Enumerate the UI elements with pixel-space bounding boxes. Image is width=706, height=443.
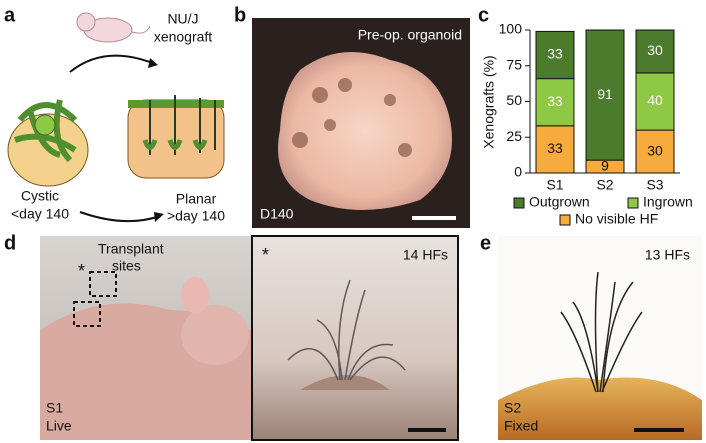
mouse-label: NU/J bbox=[167, 11, 198, 27]
photo bbox=[251, 235, 459, 441]
sites-label: sites bbox=[112, 258, 141, 274]
count-label: 14 HFs bbox=[403, 247, 448, 263]
data-label: 33 bbox=[547, 93, 563, 109]
data-label: 30 bbox=[647, 42, 663, 58]
legend-label: Ingrown bbox=[643, 194, 693, 210]
panel-a: a NU/J xenograft Cystic <day 140 Planar … bbox=[4, 4, 225, 223]
stage-label: <day 140 bbox=[11, 206, 69, 222]
legend-swatch bbox=[559, 214, 571, 226]
bar-segment bbox=[635, 129, 675, 174]
arrow bbox=[69, 54, 156, 73]
caption: Pre-op. organoid bbox=[358, 27, 462, 43]
mouse-label: xenograft bbox=[154, 29, 212, 45]
y-tick-label: 0 bbox=[514, 164, 522, 180]
data-label: 30 bbox=[647, 142, 663, 158]
mouse-icon bbox=[76, 12, 151, 43]
scale-bar bbox=[634, 428, 684, 432]
panel-label: b bbox=[234, 4, 246, 26]
panel-c: c Xenografts (%) 0 25 50 75 100 33 33 33 S1 9 91 S2… bbox=[478, 4, 693, 226]
panel-e: e 13 HFs S2 Fixed bbox=[480, 232, 702, 440]
y-tick-label: 25 bbox=[506, 128, 522, 144]
scale-bar bbox=[412, 216, 456, 220]
star: * bbox=[78, 261, 85, 281]
y-tick-label: 50 bbox=[506, 92, 522, 108]
site-box bbox=[89, 271, 117, 297]
panel-label: a bbox=[4, 4, 16, 26]
sites-label: Transplant bbox=[98, 241, 164, 257]
planar-organoid bbox=[127, 95, 225, 179]
bar-segment bbox=[535, 78, 575, 127]
skin-mound bbox=[300, 375, 390, 390]
stage-label: Cystic bbox=[21, 188, 59, 204]
stage-label: Planar bbox=[176, 191, 217, 207]
sample-label: S2 bbox=[504, 400, 521, 416]
star: * bbox=[262, 245, 269, 265]
data-label: 33 bbox=[547, 140, 563, 156]
x-tick-label: S1 bbox=[546, 177, 563, 193]
stage-label: D140 bbox=[260, 206, 294, 222]
sample-label: S1 bbox=[46, 400, 63, 416]
legend-label: Outgrown bbox=[529, 194, 590, 210]
arrow-head bbox=[154, 212, 164, 222]
legend-label: No visible HF bbox=[575, 211, 658, 227]
arrow bbox=[79, 211, 161, 223]
panel-label: e bbox=[480, 232, 491, 254]
y-tick-label: 100 bbox=[499, 21, 523, 37]
state-label: Live bbox=[46, 418, 72, 434]
mouse-ear bbox=[181, 277, 209, 313]
bar-segment bbox=[585, 29, 625, 161]
state-label: Fixed bbox=[504, 418, 538, 434]
data-label: 9 bbox=[601, 157, 609, 173]
y-axis-label: Xenografts (%) bbox=[481, 55, 497, 148]
scale-bar bbox=[408, 428, 446, 432]
panel-label: c bbox=[478, 4, 489, 26]
count-label: 13 HFs bbox=[645, 247, 690, 263]
arrow-head bbox=[148, 58, 158, 68]
bar-segment bbox=[535, 30, 575, 80]
stage-label: >day 140 bbox=[167, 208, 225, 224]
base bbox=[498, 377, 702, 440]
bar-segment bbox=[635, 29, 675, 74]
y-tick-label: 75 bbox=[506, 56, 522, 72]
data-label: 33 bbox=[547, 46, 563, 62]
panel-b: b Pre-op. organoid D140 bbox=[234, 4, 470, 228]
x-tick-label: S3 bbox=[646, 177, 663, 193]
hairs bbox=[560, 271, 643, 393]
mouse-head bbox=[181, 305, 249, 365]
data-label: 91 bbox=[597, 86, 613, 102]
data-label: 40 bbox=[647, 92, 663, 108]
x-tick-label: S2 bbox=[596, 177, 613, 193]
panel-d: d Transplant sites * S1 Live * 14 HFs bbox=[4, 232, 459, 441]
site-box bbox=[73, 301, 101, 327]
panel-label: d bbox=[4, 232, 16, 254]
cystic-organoid bbox=[7, 99, 89, 187]
legend-swatch bbox=[627, 197, 639, 209]
legend-swatch bbox=[513, 197, 525, 209]
hairs bbox=[287, 279, 406, 381]
bar-segment bbox=[635, 72, 675, 131]
